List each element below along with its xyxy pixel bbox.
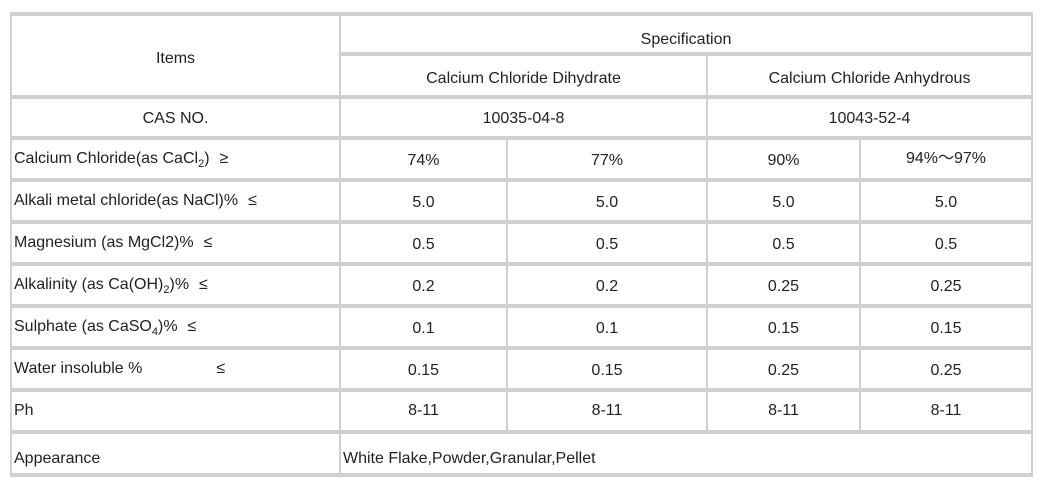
value-cell: 90% (708, 140, 861, 182)
value-cell: 0.2 (508, 266, 708, 308)
less-equal-symbol: ≤ (248, 192, 257, 209)
appearance-value: White Flake,Powder,Granular,Pellet (341, 434, 1034, 477)
table-row: Magnesium (as MgCl2)% ≤ 0.5 0.5 0.5 0.5 (12, 224, 1034, 266)
value-cell: 0.25 (708, 350, 861, 392)
value-cell: 0.25 (861, 350, 1034, 392)
value-cell: 0.5 (508, 224, 708, 266)
cas-label: CAS NO. (12, 99, 341, 140)
specification-header: Specification (341, 16, 1034, 56)
less-equal-symbol: ≤ (216, 360, 226, 377)
value-cell: 0.5 (708, 224, 861, 266)
table-row: Water insoluble % ≤ 0.15 0.15 0.25 0.25 (12, 350, 1034, 392)
row-label: Water insoluble % ≤ (12, 350, 341, 392)
less-equal-symbol: ≤ (187, 318, 197, 335)
less-equal-symbol: ≤ (203, 234, 213, 251)
value-cell: 77% (508, 140, 708, 182)
row-label: Alkalinity (as Ca(OH)2)% ≤ (12, 266, 341, 308)
row-label: Calcium Chloride(as CaCl2) ≥ (12, 140, 341, 182)
specification-table: Items Specification Calcium Chloride Dih… (10, 12, 1034, 477)
value-cell: 0.5 (861, 224, 1034, 266)
row-label: Alkali metal chloride(as NaCl)% ≤ (12, 182, 341, 224)
value-cell: 0.5 (341, 224, 508, 266)
value-cell: 0.15 (341, 350, 508, 392)
row-label: Ph (12, 392, 341, 434)
value-cell: 0.15 (708, 308, 861, 350)
value-cell: 0.1 (341, 308, 508, 350)
value-cell: 0.25 (861, 266, 1034, 308)
value-cell: 94%～97% (861, 140, 1034, 182)
value-cell: 5.0 (508, 182, 708, 224)
row-label: Magnesium (as MgCl2)% ≤ (12, 224, 341, 266)
value-cell: 0.2 (341, 266, 508, 308)
appearance-row: Appearance White Flake,Powder,Granular,P… (12, 434, 1034, 477)
table-row: Alkalinity (as Ca(OH)2)% ≤ 0.2 0.2 0.25 0… (12, 266, 1034, 308)
items-header: Items (12, 16, 341, 99)
value-cell: 0.1 (508, 308, 708, 350)
less-equal-symbol: ≤ (199, 276, 208, 293)
value-cell: 8-11 (708, 392, 861, 434)
value-cell: 74% (341, 140, 508, 182)
value-cell: 8-11 (508, 392, 708, 434)
table-row: Sulphate (as CaSO4)% ≤ 0.1 0.1 0.15 0.15 (12, 308, 1034, 350)
cas-row: CAS NO. 10035-04-8 10043-52-4 (12, 99, 1034, 140)
appearance-label: Appearance (12, 434, 341, 477)
greater-equal-symbol: ≥ (219, 150, 229, 167)
cas-dihydrate: 10035-04-8 (341, 99, 708, 140)
dihydrate-header: Calcium Chloride Dihydrate (341, 56, 708, 99)
table-row: Calcium Chloride(as CaCl2) ≥ 74% 77% 90% … (12, 140, 1034, 182)
value-cell: 5.0 (341, 182, 508, 224)
table-row: Ph 8-11 8-11 8-11 8-11 (12, 392, 1034, 434)
row-label: Sulphate (as CaSO4)% ≤ (12, 308, 341, 350)
value-cell: 0.15 (508, 350, 708, 392)
value-cell: 8-11 (341, 392, 508, 434)
anhydrous-header: Calcium Chloride Anhydrous (708, 56, 1034, 99)
header-row-1: Items Specification (12, 16, 1034, 99)
value-cell: 8-11 (861, 392, 1034, 434)
value-cell: 0.15 (861, 308, 1034, 350)
value-cell: 0.25 (708, 266, 861, 308)
cas-anhydrous: 10043-52-4 (708, 99, 1034, 140)
value-cell: 5.0 (708, 182, 861, 224)
header-row-2: Calcium Chloride Dihydrate Calcium Chlor… (12, 56, 1034, 99)
table-row: Alkali metal chloride(as NaCl)% ≤ 5.0 5.0… (12, 182, 1034, 224)
value-cell: 5.0 (861, 182, 1034, 224)
